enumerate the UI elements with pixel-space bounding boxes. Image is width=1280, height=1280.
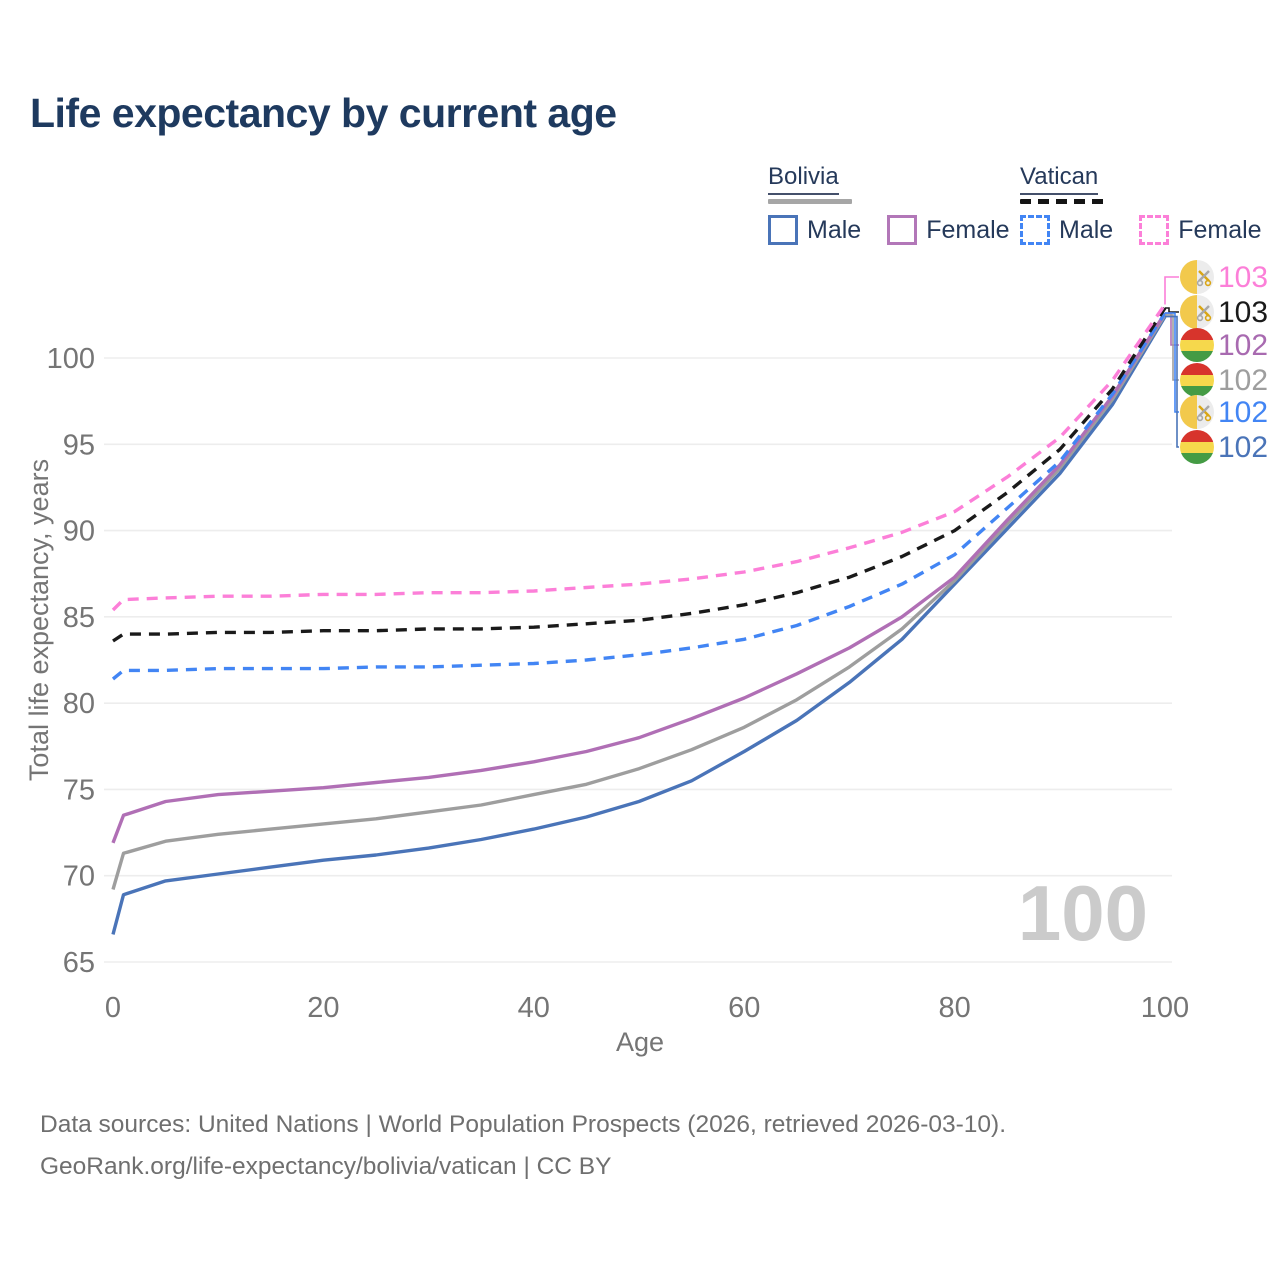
y-tick-85: 85	[63, 602, 95, 634]
legend-label-bolivia-male: Male	[807, 215, 862, 244]
legend-line-sample-bolivia	[768, 199, 852, 204]
legend-header-bolivia: Bolivia	[768, 163, 839, 195]
y-axis-title: Total life expectancy, years	[24, 459, 54, 781]
series-line-vatican-female	[111, 303, 1167, 612]
series-line-bolivia-male	[111, 315, 1167, 935]
hover-age-watermark: 100	[1018, 869, 1148, 957]
y-tick-95: 95	[63, 429, 95, 461]
legend-label-vatican-male: Male	[1059, 215, 1114, 244]
end-value-label-vatican-male: 102	[1218, 396, 1268, 429]
footer-data-sources: Data sources: United Nations | World Pop…	[40, 1111, 1007, 1138]
end-value-label-bolivia-both: 102	[1218, 364, 1268, 397]
y-tick-75: 75	[63, 774, 95, 806]
vatican-male-checkbox-icon[interactable]	[1020, 215, 1050, 245]
leader-line-vatican-female	[1164, 276, 1179, 305]
vatican-flag-icon	[1180, 295, 1214, 329]
y-tick-70: 70	[63, 861, 95, 893]
x-tick-80: 80	[938, 992, 970, 1024]
legend-group-bolivia: Bolivia Male Female	[768, 163, 1010, 245]
bolivia-flag-icon	[1180, 363, 1214, 397]
x-tick-20: 20	[307, 992, 339, 1024]
x-axis-title: Age	[616, 1027, 664, 1057]
y-tick-90: 90	[63, 516, 95, 548]
legend-label-vatican-female: Female	[1178, 215, 1262, 244]
bolivia-female-checkbox-icon[interactable]	[887, 215, 918, 245]
series-line-bolivia-female	[111, 312, 1167, 844]
leader-line-bolivia-male	[1165, 315, 1179, 448]
bolivia-male-checkbox-icon[interactable]	[768, 215, 798, 245]
series-line-vatican-male	[111, 312, 1167, 681]
legend-item-vatican-male[interactable]: Male	[1020, 215, 1113, 245]
vatican-female-checkbox-icon[interactable]	[1139, 215, 1170, 245]
page-title: Life expectancy by current age	[30, 90, 617, 136]
end-value-label-vatican-both: 103	[1218, 296, 1268, 329]
bolivia-flag-icon	[1180, 430, 1214, 464]
legend-item-vatican-female[interactable]: Female	[1139, 215, 1262, 245]
end-value-label-bolivia-female: 102	[1218, 329, 1268, 362]
legend-label-bolivia-female: Female	[926, 215, 1010, 244]
series-line-vatican-both	[112, 307, 1167, 643]
y-tick-80: 80	[63, 688, 95, 720]
legend-header-vatican: Vatican	[1020, 163, 1099, 195]
footer-attribution: GeoRank.org/life-expectancy/bolivia/vati…	[40, 1153, 612, 1180]
x-tick-60: 60	[728, 992, 760, 1024]
legend-item-bolivia-female[interactable]: Female	[887, 215, 1010, 245]
legend-item-bolivia-male[interactable]: Male	[768, 215, 861, 245]
footer: Data sources: United Nations | World Pop…	[40, 1104, 1006, 1188]
x-tick-40: 40	[518, 992, 550, 1024]
leader-line-vatican-both	[1165, 307, 1179, 313]
end-value-label-vatican-female: 103	[1218, 261, 1268, 294]
end-value-label-bolivia-male: 102	[1218, 431, 1268, 464]
legend-line-sample-vatican	[1020, 199, 1108, 204]
leader-line-bolivia-both	[1165, 314, 1179, 381]
x-tick-100: 100	[1141, 992, 1189, 1024]
y-tick-100: 100	[47, 343, 95, 375]
x-tick-0: 0	[105, 992, 121, 1024]
vatican-flag-icon	[1180, 260, 1214, 294]
legend-group-vatican: Vatican Male Female	[1020, 163, 1262, 245]
vatican-flag-icon	[1180, 395, 1214, 429]
series-line-bolivia-both	[111, 314, 1167, 890]
y-tick-65: 65	[63, 947, 95, 979]
bolivia-flag-icon	[1180, 328, 1214, 362]
